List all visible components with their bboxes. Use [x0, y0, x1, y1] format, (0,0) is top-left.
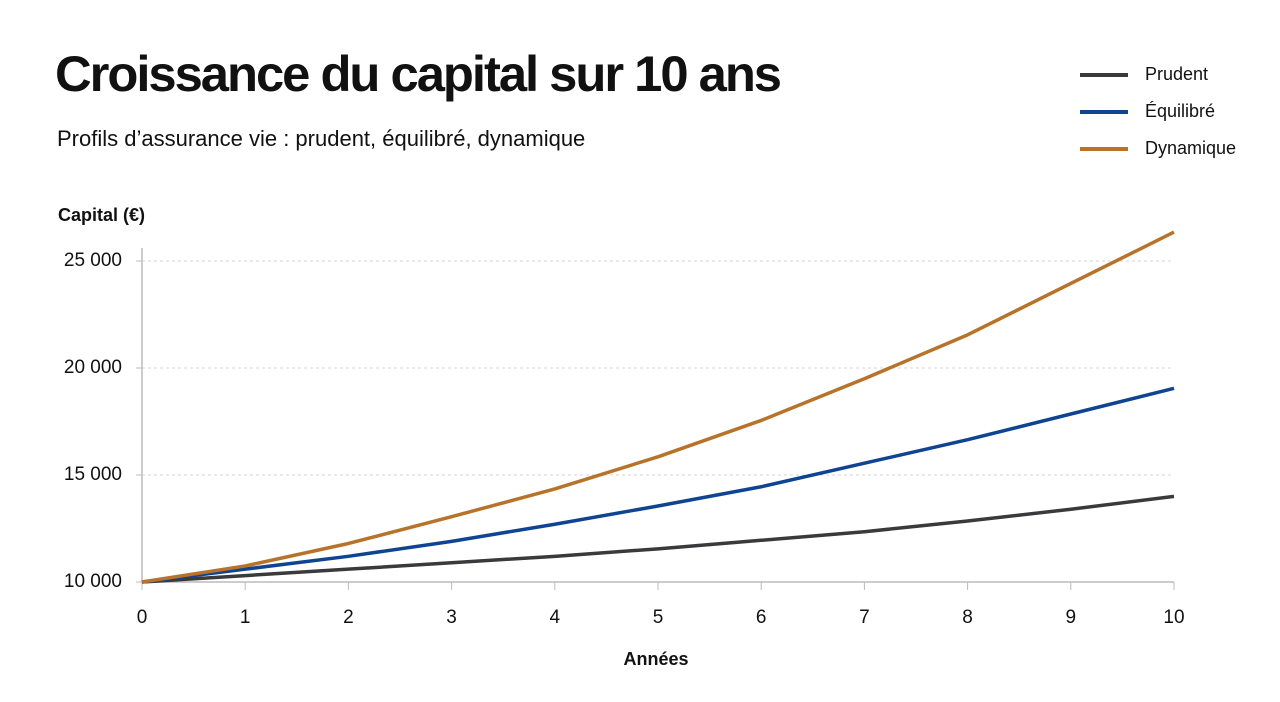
x-tick-label: 5: [653, 607, 664, 628]
series-line: [141, 230, 1175, 584]
x-tick-label: 9: [1066, 607, 1077, 628]
x-tick-label: 7: [859, 607, 870, 628]
series-line: [141, 386, 1175, 584]
series-line: [141, 494, 1175, 584]
legend-label: Dynamique: [1145, 138, 1236, 158]
y-axis-label: Capital (€): [58, 205, 145, 225]
y-tick-label: 20 000: [64, 357, 122, 378]
chart-title: Croissance du capital sur 10 ans: [55, 46, 780, 102]
x-tick-label: 3: [446, 607, 457, 628]
y-tick-label: 15 000: [64, 464, 122, 485]
x-tick-label: 6: [756, 607, 767, 628]
legend-label: Équilibré: [1145, 101, 1215, 121]
y-tick-label: 10 000: [64, 571, 122, 592]
chart-subtitle: Profils d’assurance vie : prudent, équil…: [57, 126, 585, 151]
x-tick-label: 2: [343, 607, 354, 628]
legend-label: Prudent: [1145, 64, 1208, 84]
x-tick-label: 0: [137, 607, 148, 628]
x-tick-label: 8: [962, 607, 973, 628]
x-axis-label: Années: [623, 649, 688, 669]
y-tick-label: 25 000: [64, 250, 122, 271]
x-tick-label: 10: [1163, 607, 1184, 628]
x-tick-label: 4: [550, 607, 561, 628]
x-tick-label: 1: [240, 607, 251, 628]
